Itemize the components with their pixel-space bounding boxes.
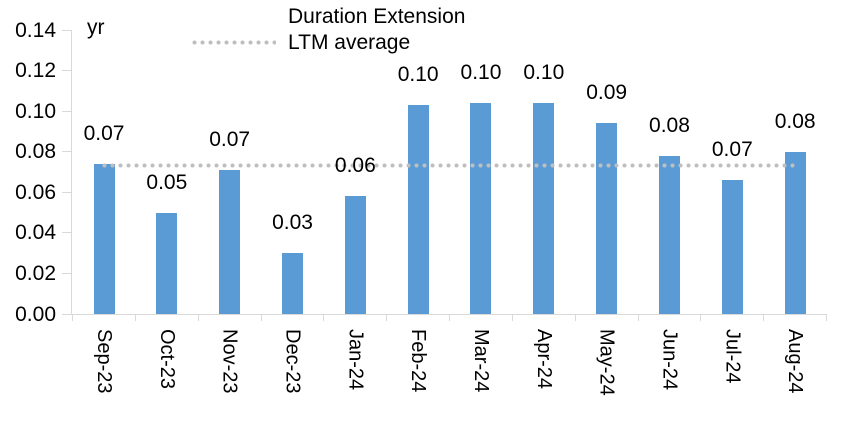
x-axis-tick [72, 314, 74, 321]
y-axis-tick-label: 0.08 [15, 140, 56, 164]
y-axis-tick-label: 0.14 [15, 18, 56, 42]
data-label-feb-24: 0.10 [397, 63, 439, 87]
data-label-jun-24: 0.08 [649, 113, 690, 137]
legend-label-duration-extension: Duration Extension [288, 5, 466, 28]
bar-nov-23 [219, 169, 241, 314]
y-axis-tick [62, 29, 71, 31]
x-axis-label-jan-24: Jan-24 [344, 329, 367, 391]
y-axis-tick [62, 232, 71, 234]
x-axis-label-aug-24: Aug-24 [784, 329, 807, 394]
bar-jul-24 [721, 180, 743, 314]
data-label-mar-24: 0.10 [460, 61, 502, 85]
bar-may-24 [596, 123, 618, 314]
x-axis-tick [386, 314, 388, 321]
x-axis-tick [511, 314, 513, 321]
y-axis-tick-label: 0.02 [15, 261, 56, 285]
bar-jun-24 [658, 155, 680, 314]
bar-oct-23 [156, 212, 178, 314]
y-axis-tick-label: 0.04 [15, 221, 56, 245]
y-axis-tick-label: 0.12 [15, 59, 56, 83]
x-axis-tick [763, 314, 765, 321]
x-axis-line [71, 314, 827, 315]
x-axis-label-jul-24: Jul-24 [721, 329, 744, 384]
data-label-nov-23: 0.07 [209, 127, 251, 151]
data-label-jan-24: 0.06 [334, 154, 376, 178]
x-axis-tick [260, 314, 262, 321]
x-axis-label-feb-24: Feb-24 [407, 329, 430, 393]
x-axis-label-dec-23: Dec-23 [281, 329, 304, 394]
data-label-jul-24: 0.07 [711, 138, 753, 162]
ltm-average-line [102, 163, 799, 169]
data-label-apr-24: 0.10 [523, 61, 565, 85]
y-axis-tick [62, 70, 71, 72]
bar-mar-24 [470, 103, 492, 314]
y-axis-tick [62, 191, 71, 193]
x-axis-label-may-24: May-24 [595, 329, 618, 396]
data-label-oct-23: 0.05 [146, 170, 188, 194]
y-axis-tick-label: 0.10 [15, 99, 56, 123]
data-label-may-24: 0.09 [586, 81, 628, 105]
bar-jan-24 [344, 196, 366, 314]
bar-apr-24 [533, 103, 555, 314]
y-axis-line [71, 30, 72, 314]
y-axis-tick [62, 110, 71, 112]
y-axis-tick [62, 272, 71, 274]
x-axis-label-mar-24: Mar-24 [469, 329, 492, 393]
bar-dec-23 [282, 253, 303, 314]
x-axis-tick [323, 314, 325, 321]
x-axis-tick [574, 314, 576, 321]
bar-aug-24 [784, 151, 806, 314]
legend-bar-swatch [195, 10, 280, 23]
data-label-sep-23: 0.07 [83, 121, 125, 145]
x-axis-label-jun-24: Jun-24 [658, 329, 681, 391]
data-label-dec-23: 0.03 [272, 211, 313, 235]
x-axis-tick [197, 314, 199, 321]
x-axis-tick [449, 314, 451, 321]
x-axis-tick [134, 314, 136, 321]
data-label-aug-24: 0.08 [774, 109, 816, 133]
y-axis-tick [62, 313, 71, 315]
bar-feb-24 [407, 105, 429, 314]
legend-dotted-line-swatch [192, 40, 276, 45]
y-axis-unit-label: yr [87, 16, 105, 39]
x-axis-tick [826, 314, 828, 321]
y-axis-tick [62, 151, 71, 153]
x-axis-label-nov-23: Nov-23 [218, 329, 241, 394]
bar-sep-23 [93, 163, 115, 314]
legend-label-ltm-average: LTM average [288, 31, 411, 54]
x-axis-tick [700, 314, 702, 321]
x-axis-label-apr-24: Apr-24 [532, 329, 555, 390]
y-axis-tick-label: 0.00 [15, 302, 56, 326]
x-axis-label-oct-23: Oct-23 [155, 329, 178, 390]
x-axis-label-sep-23: Sep-23 [93, 329, 115, 394]
x-axis-tick [637, 314, 639, 321]
y-axis-tick-label: 0.06 [15, 180, 56, 204]
